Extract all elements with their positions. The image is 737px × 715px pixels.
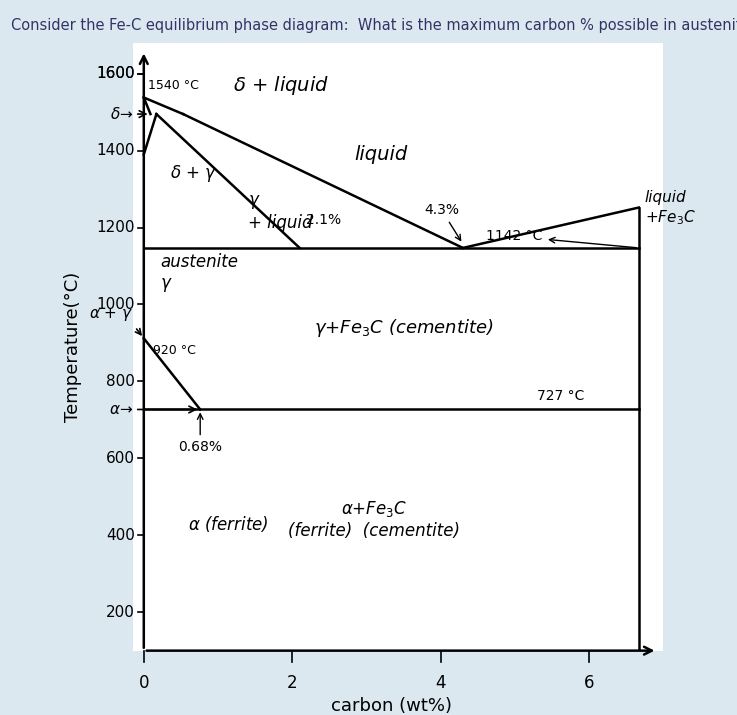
Text: 1000: 1000 bbox=[97, 297, 135, 312]
Text: 0: 0 bbox=[139, 674, 149, 691]
Text: austenite
$\gamma$: austenite $\gamma$ bbox=[160, 253, 238, 294]
Text: $\gamma$+Fe$_3$C (cementite): $\gamma$+Fe$_3$C (cementite) bbox=[314, 317, 493, 338]
Text: 1600: 1600 bbox=[97, 66, 135, 82]
Text: 2: 2 bbox=[287, 674, 298, 691]
Text: $\alpha$→: $\alpha$→ bbox=[109, 402, 133, 417]
Text: 1540 °C: 1540 °C bbox=[147, 79, 198, 92]
Text: Consider the Fe-C equilibrium phase diagram:  What is the maximum carbon % possi: Consider the Fe-C equilibrium phase diag… bbox=[11, 18, 737, 33]
Text: Temperature(°C): Temperature(°C) bbox=[64, 272, 83, 422]
Text: 1200: 1200 bbox=[97, 220, 135, 235]
Text: liquid
+Fe$_3$C: liquid +Fe$_3$C bbox=[645, 190, 696, 227]
Text: $\delta$→: $\delta$→ bbox=[110, 106, 133, 122]
Text: 400: 400 bbox=[106, 528, 135, 543]
Text: 1400: 1400 bbox=[97, 143, 135, 158]
Text: carbon (wt%): carbon (wt%) bbox=[331, 697, 452, 715]
Text: 800: 800 bbox=[106, 374, 135, 389]
Text: 727 °C: 727 °C bbox=[537, 388, 584, 403]
Text: 4: 4 bbox=[436, 674, 446, 691]
Text: $\delta$ + liquid: $\delta$ + liquid bbox=[233, 74, 329, 97]
Text: $\alpha$ + $\gamma$: $\alpha$ + $\gamma$ bbox=[89, 306, 133, 323]
Text: 2.1%: 2.1% bbox=[306, 213, 340, 227]
Text: 6: 6 bbox=[584, 674, 594, 691]
Text: $\delta$ + $\gamma$: $\delta$ + $\gamma$ bbox=[170, 163, 217, 184]
Text: $\gamma$
+ liquid: $\gamma$ + liquid bbox=[248, 193, 312, 232]
Text: 0.68%: 0.68% bbox=[178, 414, 222, 454]
Text: $\alpha$+Fe$_3$C
(ferrite)  (cementite): $\alpha$+Fe$_3$C (ferrite) (cementite) bbox=[288, 500, 460, 541]
Text: 600: 600 bbox=[106, 451, 135, 466]
Text: 920 °C: 920 °C bbox=[153, 344, 195, 357]
Text: $\alpha$ (ferrite): $\alpha$ (ferrite) bbox=[189, 513, 269, 533]
Text: liquid: liquid bbox=[354, 145, 408, 164]
Text: 1142 °C: 1142 °C bbox=[486, 230, 636, 247]
Text: 4.3%: 4.3% bbox=[425, 203, 461, 240]
Text: 200: 200 bbox=[106, 605, 135, 620]
Text: 1600: 1600 bbox=[97, 66, 135, 82]
